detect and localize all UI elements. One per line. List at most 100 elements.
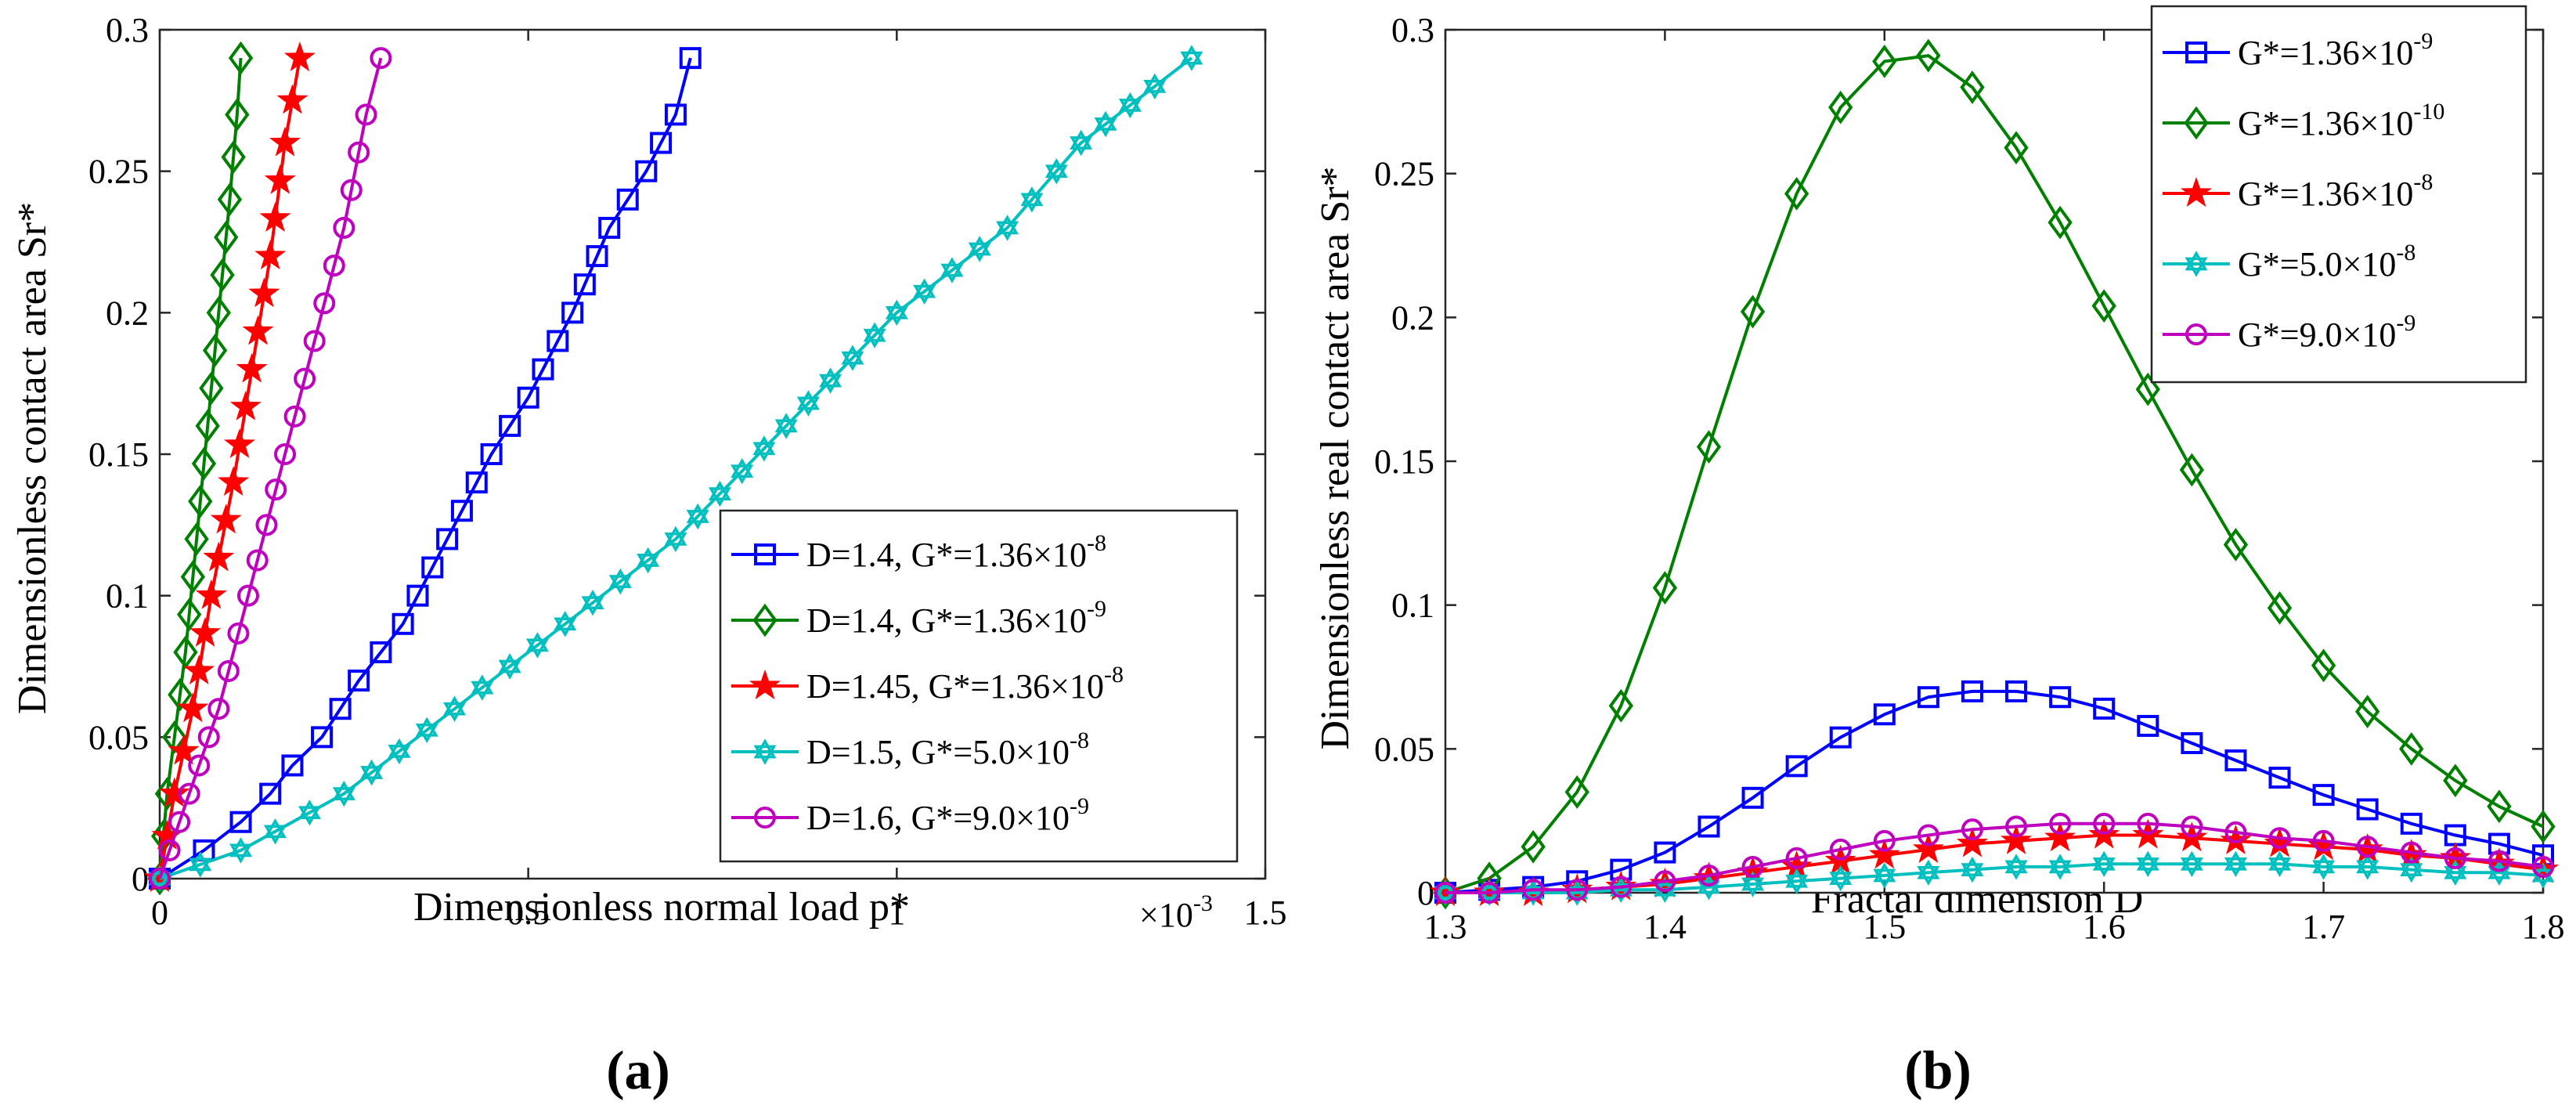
plot-a-point-d-1-5-g-5-0-10-8 [731,458,754,485]
plot-a-point-d-1-45-g-1-36-10-8 [168,735,200,765]
plot-b-ytick-label: 0 [1417,874,1434,912]
plot-b-point-g-1-36-10-9 [2181,731,2203,754]
plot-b-point-g-1-36-10-10 [1828,90,1853,125]
plot-a-point-d-1-6-g-9-0-10-9 [265,478,287,501]
plot-a-point-d-1-5-g-5-0-10-8 [229,837,253,864]
plot-a-point-d-1-45-g-1-36-10-8 [269,126,301,157]
plot-a-point-d-1-6-g-9-0-10-9 [158,839,181,861]
plot-b-series-g-1-36-10-10 [1433,38,2556,910]
plot-a-point-d-1-4-g-1-36-10-8 [421,556,444,579]
plot-a-point-d-1-5-g-5-0-10-8 [263,818,287,845]
plot-a-line-d-1-5-g-5-0-10-8 [159,56,1193,880]
plot-a-point-d-1-45-g-1-36-10-8 [264,164,296,194]
plot-a-point-d-1-4-g-1-36-10-8 [281,754,304,777]
plot-a-point-d-1-5-g-5-0-10-8 [637,547,660,574]
plot-a-point-d-1-4-g-1-36-10-9 [225,98,250,132]
plot-a-point-d-1-5-g-5-0-10-8 [608,568,632,595]
plot-a-point-d-1-45-g-1-36-10-8 [177,692,209,723]
plot-b-point-g-5-0-10-8 [2356,854,2379,880]
plot-a-legend-marker-d-1-4-g-1-36-10-8 [754,543,776,565]
plot-b-point-g-1-36-10-10 [2091,289,2116,323]
plot-a-point-d-1-45-g-1-36-10-8 [276,84,308,114]
plot-b-point-g-9-0-10-9 [1741,855,1764,878]
plot-a-point-d-1-4-g-1-36-10-8 [598,216,621,239]
plot-a-point-d-1-4-g-1-36-10-9 [202,334,228,367]
plot-b-point-g-9-0-10-9 [1610,876,1633,898]
plot-a-point-d-1-5-g-5-0-10-8 [774,413,798,439]
plot-a-point-d-1-4-g-1-36-10-9 [188,484,213,518]
plot-b-point-g-9-0-10-9 [2049,812,2072,835]
plot-a-point-d-1-4-g-1-36-10-8 [586,245,608,268]
plot-a-point-d-1-4-g-1-36-10-9 [195,409,220,443]
plot-a-point-d-1-45-g-1-36-10-8 [203,541,235,572]
plot-a-point-d-1-5-g-5-0-10-8 [819,367,842,394]
plot-b-point-g-1-36-10-10 [1916,38,1941,73]
plot-a-point-d-1-4-g-1-36-10-8 [450,500,473,522]
plot-b-point-g-5-0-10-8 [1434,879,1457,906]
plot-b-point-g-1-36-10-9 [1961,680,1983,702]
plot-b-point-g-1-36-10-8 [2044,821,2076,852]
plot-a-point-d-1-5-g-5-0-10-8 [708,480,731,507]
plot-a-point-d-1-4-g-1-36-10-9 [168,677,193,712]
plot-a-point-d-1-5-g-5-0-10-8 [332,780,355,807]
plot-a-ytick-label: 0.3 [106,11,149,49]
plot-a-point-d-1-4-g-1-36-10-8 [348,670,370,692]
plot-a-point-d-1-6-g-9-0-10-9 [178,782,200,805]
plot-b-point-g-1-36-10-10 [1740,294,1766,329]
plot-a-point-d-1-5-g-5-0-10-8 [415,717,438,743]
plot-a-legend-label: D=1.5, G*=5.0×10-8 [806,727,1089,771]
plot-a-point-d-1-5-g-5-0-10-8 [996,215,1019,241]
plot-a-point-d-1-4-g-1-36-10-9 [228,41,254,75]
plot-b-point-g-9-0-10-9 [1785,847,1808,869]
plot-b-point-g-9-0-10-9 [2444,847,2466,869]
plot-a-point-d-1-6-g-9-0-10-9 [207,698,230,720]
plot-b-point-g-1-36-10-10 [2179,453,2205,487]
plot-a-point-d-1-4-g-1-36-10-8 [480,443,503,465]
plot-b-point-g-9-0-10-9 [2005,815,2028,838]
plot-a-point-d-1-5-g-5-0-10-8 [752,435,776,462]
plot-b-legend-marker-g-1-36-10-9 [2185,42,2207,63]
plot-b-point-g-5-0-10-8 [1829,865,1853,892]
plot-b-point-g-5-0-10-8 [2224,850,2247,877]
plot-b-point-g-9-0-10-9 [1654,870,1676,893]
plot-a-point-d-1-4-g-1-36-10-8 [391,612,414,635]
plot-a-point-d-1-45-g-1-36-10-8 [259,201,291,232]
plot-a-point-d-1-5-g-5-0-10-8 [940,257,964,283]
plot-a-point-d-1-4-g-1-36-10-8 [465,471,488,494]
plot-a-point-d-1-5-g-5-0-10-8 [148,865,171,892]
plot-b-xtick-label: 1.7 [2302,908,2345,946]
plot-a-line-d-1-4-g-1-36-10-8 [158,57,692,880]
plot-a-point-d-1-5-g-5-0-10-8 [664,525,687,553]
panel-b-label: (b) [1904,1041,1972,1101]
plot-b-point-g-1-36-10-9 [1741,786,1764,809]
plot-a-legend-label: D=1.6, G*=9.0×10-9 [806,793,1089,837]
plot-b-ytick-label: 0.1 [1391,587,1434,625]
plot-a-point-d-1-45-g-1-36-10-8 [218,466,250,496]
plot-a-point-d-1-45-g-1-36-10-8 [189,616,222,647]
plot-a-point-d-1-6-g-9-0-10-9 [274,443,297,465]
plot-b-line-g-1-36-10-9 [1445,689,2544,894]
plot-a-point-d-1-45-g-1-36-10-8 [254,240,287,270]
plot-b-ytick-label: 0.2 [1391,298,1434,337]
plot-a-xtick-label: 1.5 [1244,894,1287,932]
plot-b-legend: G*=1.36×10-9 G*=1.36×10-10 G*=1.36×10-8 G*=… [2150,5,2527,384]
panel-a-ylabel: Dimensionless contact area Sr* [10,202,55,714]
plot-a-point-d-1-4-g-1-36-10-8 [436,528,459,551]
plot-a-point-d-1-5-g-5-0-10-8 [360,759,384,786]
plot-a-point-d-1-5-g-5-0-10-8 [686,503,709,530]
plot-a-xtick-label: 0 [151,894,168,932]
plot-a-point-d-1-5-g-5-0-10-8 [443,695,467,722]
plot-b-xtick-label: 1.8 [2522,908,2565,946]
plot-b-ytick-label: 0.25 [1374,155,1434,193]
plot-a-point-d-1-5-g-5-0-10-8 [1020,186,1044,213]
plot-a-point-d-1-5-g-5-0-10-8 [1143,73,1167,100]
plot-a-line-d-1-6-g-9-0-10-9 [158,57,383,879]
panel-a-x-multiplier-exp: -3 [1193,890,1213,916]
plot-b-point-g-5-0-10-8 [1917,859,1940,886]
plot-a-point-d-1-6-g-9-0-10-9 [217,660,240,683]
plot-b: 1.3 1.4 1.5 1.6 1.7 1.8 0 0.05 0.1 0.15 0.2 0.25 0.3… [1374,5,2565,946]
plot-b-point-g-1-36-10-10 [1696,430,1722,464]
plot-b-point-g-9-0-10-9 [2312,829,2335,852]
plot-b-point-g-1-36-10-9 [2049,686,2072,709]
plot-b-point-g-1-36-10-10 [2354,695,2380,728]
